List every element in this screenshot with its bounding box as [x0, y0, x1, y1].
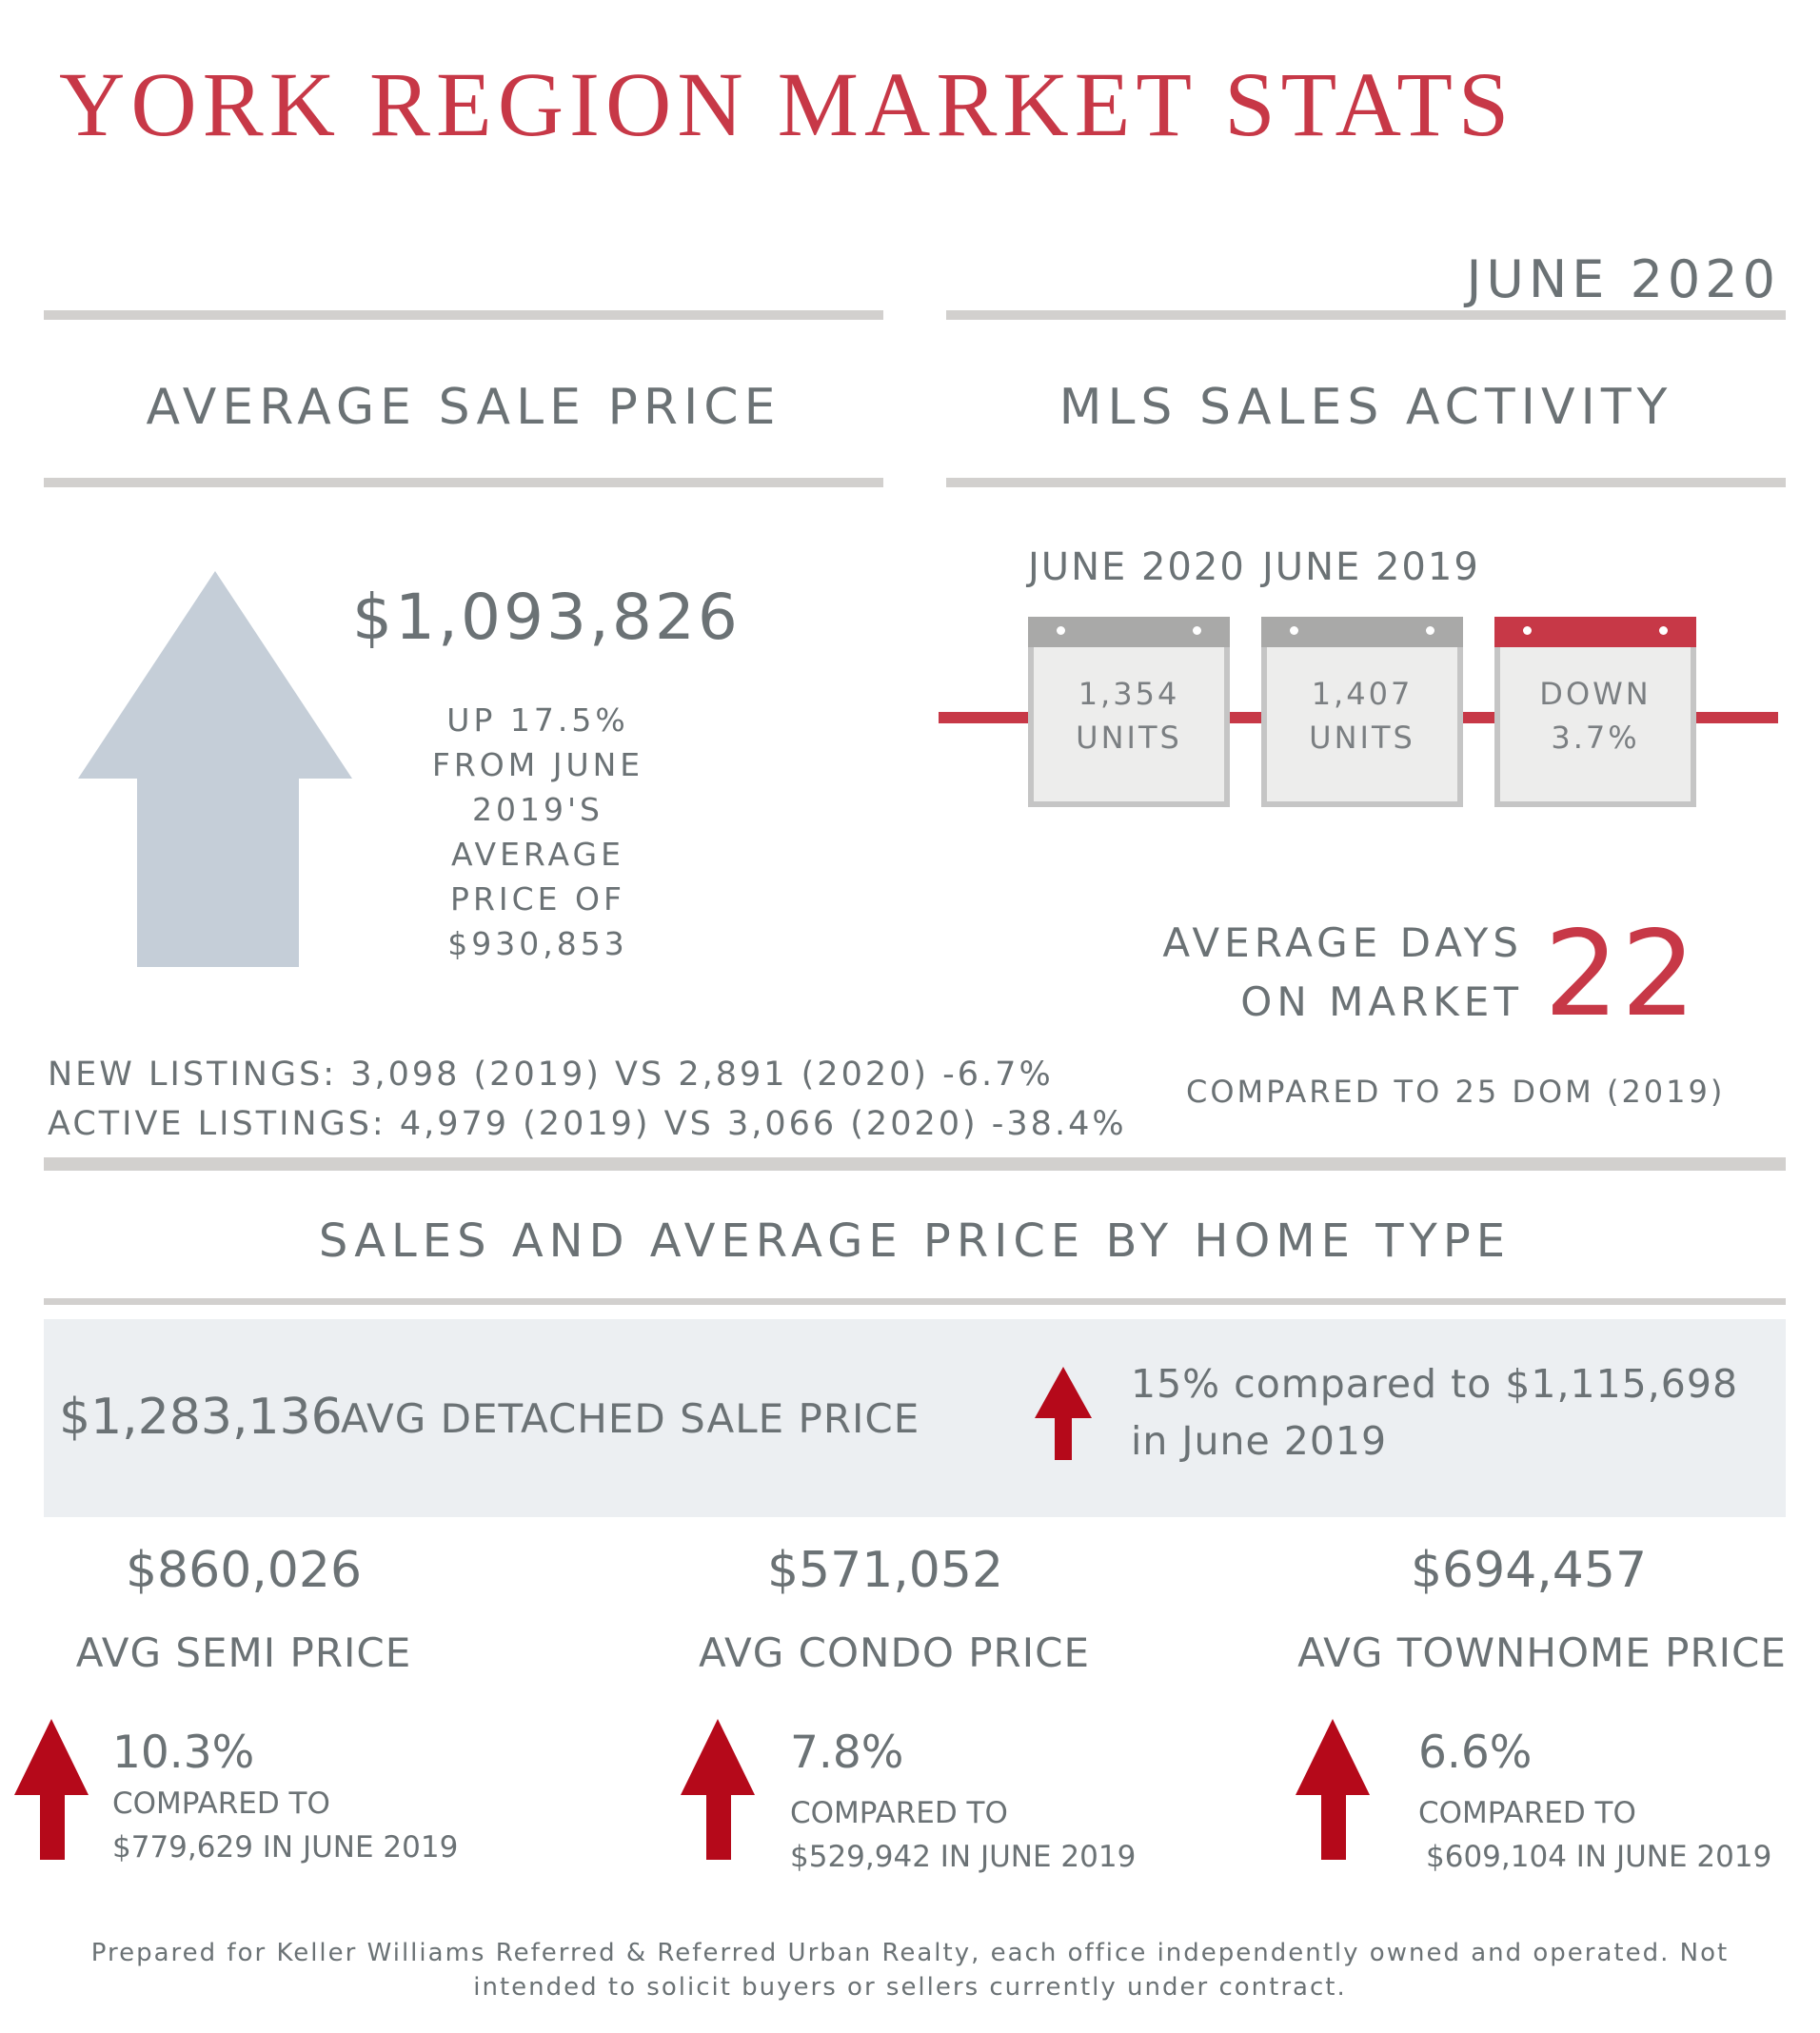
- divider: [44, 478, 883, 487]
- arrow-up-icon: [1296, 1719, 1370, 1860]
- semi-change: 10.3%: [112, 1727, 255, 1779]
- column-label-june-2020: JUNE 2020: [1028, 545, 1246, 589]
- divider: [946, 310, 1786, 320]
- townhome-comparison: COMPARED TO $609,104 IN JUNE 2019: [1418, 1796, 1772, 1874]
- page-title: YORK REGION MARKET STATS: [59, 53, 1515, 155]
- calendar-value: 1,354: [1078, 676, 1180, 712]
- condo-change: 7.8%: [790, 1727, 904, 1779]
- semi-comparison: COMPARED TO $779,629 IN JUNE 2019: [112, 1786, 459, 1865]
- divider: [44, 1157, 1786, 1171]
- calendar-card-2019: 1,407 UNITS: [1261, 617, 1463, 807]
- detached-label: AVG DETACHED SALE PRICE: [341, 1395, 920, 1442]
- divider: [44, 310, 883, 320]
- calendar-card-change: DOWN 3.7%: [1494, 617, 1696, 807]
- divider: [44, 1298, 1786, 1305]
- active-listings: ACTIVE LISTINGS: 4,979 (2019) VS 3,066 (…: [48, 1105, 1127, 1143]
- divider: [946, 478, 1786, 487]
- arrow-up-icon: [14, 1719, 89, 1860]
- townhome-label: AVG TOWNHOME PRICE: [1297, 1629, 1787, 1676]
- mls-sales-activity-heading: MLS SALES ACTIVITY: [1058, 379, 1673, 436]
- townhome-price: $694,457: [1410, 1542, 1648, 1599]
- new-listings: NEW LISTINGS: 3,098 (2019) VS 2,891 (202…: [48, 1056, 1054, 1094]
- average-sale-price-heading: AVERAGE SALE PRICE: [146, 379, 781, 436]
- arrow-up-icon: [681, 1719, 755, 1860]
- days-on-market-label: AVERAGE DAYS ON MARKET: [1162, 919, 1523, 1025]
- average-sale-price-value: $1,093,826: [352, 581, 741, 654]
- semi-price: $860,026: [125, 1542, 363, 1599]
- calendar-unit: UNITS: [1309, 720, 1415, 756]
- detached-comparison: 15% compared to $1,115,698 in June 2019: [1131, 1361, 1739, 1464]
- days-on-market-comparison: COMPARED TO 25 DOM (2019): [1186, 1074, 1726, 1110]
- average-sale-price-description: UP 17.5% FROM JUNE 2019'S AVERAGE PRICE …: [431, 701, 644, 962]
- calendar-unit: 3.7%: [1551, 720, 1640, 756]
- semi-label: AVG SEMI PRICE: [75, 1629, 412, 1676]
- days-on-market-value: 22: [1544, 906, 1698, 1043]
- column-label-june-2019: JUNE 2019: [1262, 545, 1480, 589]
- detached-price: $1,283,136: [59, 1389, 343, 1446]
- condo-label: AVG CONDO PRICE: [699, 1629, 1090, 1676]
- calendar-value: DOWN: [1539, 676, 1652, 712]
- calendar-unit: UNITS: [1076, 720, 1182, 756]
- detached-band: [44, 1319, 1786, 1517]
- footer-disclaimer: Prepared for Keller Williams Referred & …: [90, 1939, 1730, 2002]
- calendar-card-2020: 1,354 UNITS: [1028, 617, 1230, 807]
- report-date: JUNE 2020: [1466, 249, 1780, 309]
- condo-comparison: COMPARED TO $529,942 IN JUNE 2019: [790, 1796, 1137, 1874]
- condo-price: $571,052: [766, 1542, 1004, 1599]
- arrow-up-icon: [1035, 1367, 1092, 1460]
- calendar-value: 1,407: [1311, 676, 1414, 712]
- home-type-heading: SALES AND AVERAGE PRICE BY HOME TYPE: [318, 1214, 1512, 1268]
- arrow-up-icon: [78, 571, 352, 967]
- townhome-change: 6.6%: [1418, 1727, 1533, 1779]
